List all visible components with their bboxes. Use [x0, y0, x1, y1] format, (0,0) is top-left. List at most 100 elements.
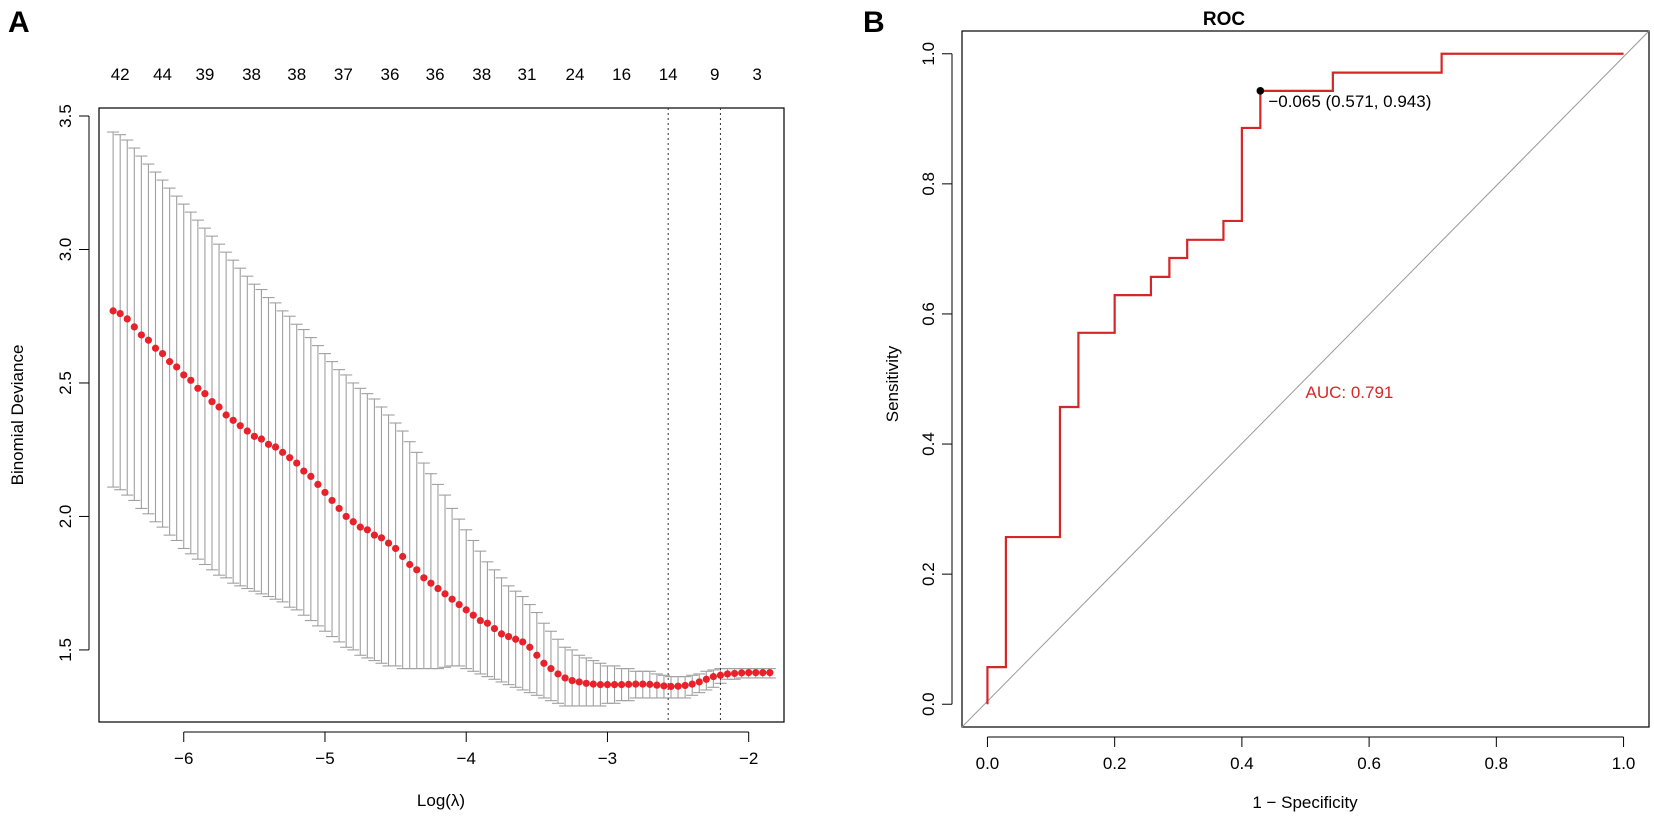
top-axis-label: 16 — [612, 65, 631, 84]
deviance-point — [130, 323, 138, 331]
error-bar — [417, 462, 430, 670]
top-axis-label: 31 — [517, 65, 536, 84]
deviance-point — [137, 331, 145, 339]
top-axis-label: 42 — [111, 65, 130, 84]
deviance-point — [370, 531, 379, 539]
y-tick-label: 0.0 — [919, 692, 938, 716]
deviance-point — [617, 681, 626, 689]
deviance-point — [540, 659, 548, 667]
error-bar — [347, 382, 360, 651]
deviance-point — [766, 669, 774, 677]
deviance-point — [307, 472, 315, 480]
panel-a-plot-box — [98, 107, 785, 723]
error-bar — [340, 374, 353, 648]
panel-a-points — [109, 307, 774, 691]
deviance-point — [688, 680, 696, 688]
deviance-point — [180, 371, 188, 379]
panel-a: A −6 −5 −4 −3 −2 1.52.02.53.03.5 42 44 39 38 38 3… — [8, 6, 785, 810]
deviance-point — [476, 616, 484, 625]
error-bar — [389, 422, 402, 667]
deviance-point — [194, 384, 202, 392]
panel-b-lines — [961, 30, 1650, 728]
top-axis-label: 44 — [153, 65, 172, 84]
deviance-point — [639, 680, 647, 688]
panel-b-letter: B — [863, 6, 885, 39]
deviance-point — [681, 681, 689, 690]
deviance-point — [448, 595, 456, 603]
deviance-point — [279, 448, 287, 456]
x-tick-label: 0.2 — [1103, 754, 1127, 773]
deviance-point — [709, 673, 717, 681]
deviance-point — [434, 584, 442, 593]
error-bar — [446, 507, 459, 667]
deviance-point — [490, 624, 499, 633]
deviance-point — [441, 590, 449, 598]
deviance-point — [236, 422, 244, 430]
deviance-point — [187, 376, 195, 384]
deviance-point — [314, 480, 322, 489]
panel-b: B ROC 0.0 0.2 0.4 0.6 0.8 1.0 0.0 0.2 0.4 0.6 0.8… — [863, 6, 1650, 812]
error-bar — [495, 577, 508, 683]
deviance-point — [321, 488, 329, 497]
panel-b-plot-box — [961, 30, 1650, 728]
x-tick-label: −4 — [457, 749, 476, 768]
deviance-point — [151, 344, 160, 352]
error-bar — [453, 518, 466, 667]
deviance-point — [610, 681, 619, 689]
deviance-point — [483, 619, 492, 627]
deviance-point — [356, 523, 364, 531]
top-axis-label: 38 — [472, 65, 491, 84]
deviance-point — [215, 403, 223, 411]
deviance-point — [342, 512, 350, 521]
y-tick-label: 1.5 — [56, 638, 75, 662]
y-tick-label: 3.0 — [56, 238, 75, 262]
deviance-point — [109, 307, 117, 315]
panel-b-x-axis-label: 1 − Specificity — [1252, 793, 1358, 812]
panel-a-error-bars — [107, 131, 776, 707]
deviance-point — [667, 682, 675, 691]
panel-a-x-axis-label: Log(λ) — [417, 791, 465, 810]
error-bar — [368, 398, 381, 662]
x-tick-label: −3 — [598, 749, 617, 768]
deviance-point — [738, 669, 746, 677]
deviance-point — [512, 635, 520, 643]
x-tick-label: 0.8 — [1485, 754, 1509, 773]
panel-b-y-axis: 0.0 0.2 0.4 0.6 0.8 1.0 — [919, 42, 953, 716]
deviance-point — [759, 669, 767, 677]
top-axis-label: 14 — [659, 65, 678, 84]
threshold-point — [1256, 87, 1265, 95]
deviance-point — [582, 679, 590, 687]
error-bar — [460, 529, 473, 670]
deviance-point — [745, 669, 753, 677]
x-tick-label: −2 — [739, 749, 758, 768]
deviance-point — [363, 526, 371, 534]
y-tick-label: 0.8 — [919, 172, 938, 196]
top-axis-label: 9 — [710, 65, 719, 84]
y-tick-label: 1.0 — [919, 42, 938, 66]
deviance-point — [646, 680, 654, 688]
x-tick-label: −5 — [315, 749, 334, 768]
top-axis-label: 38 — [242, 65, 261, 84]
error-bar — [410, 451, 423, 670]
deviance-point — [264, 440, 273, 448]
deviance-point — [427, 579, 435, 587]
panel-a-y-axis-label: Binomial Deviance — [8, 345, 27, 486]
error-bar — [431, 483, 444, 670]
deviance-point — [406, 560, 414, 569]
panel-a-top-axis-labels: 42 44 39 38 38 37 36 36 38 31 24 16 14 9 3 — [111, 65, 762, 84]
panel-a-y-axis: 1.5 2.0 2.5 3.0 3.5 — [56, 104, 90, 662]
reference-diagonal — [961, 30, 1650, 728]
roc-curve — [986, 52, 1624, 705]
deviance-point — [335, 504, 343, 513]
deviance-point — [271, 443, 280, 451]
error-bar — [276, 310, 289, 603]
deviance-point — [399, 552, 407, 561]
deviance-point — [561, 674, 569, 682]
deviance-point — [116, 309, 124, 318]
deviance-point — [723, 670, 732, 678]
deviance-point — [632, 680, 640, 688]
deviance-point — [660, 682, 668, 690]
error-bar — [269, 302, 282, 600]
deviance-point — [257, 435, 266, 443]
